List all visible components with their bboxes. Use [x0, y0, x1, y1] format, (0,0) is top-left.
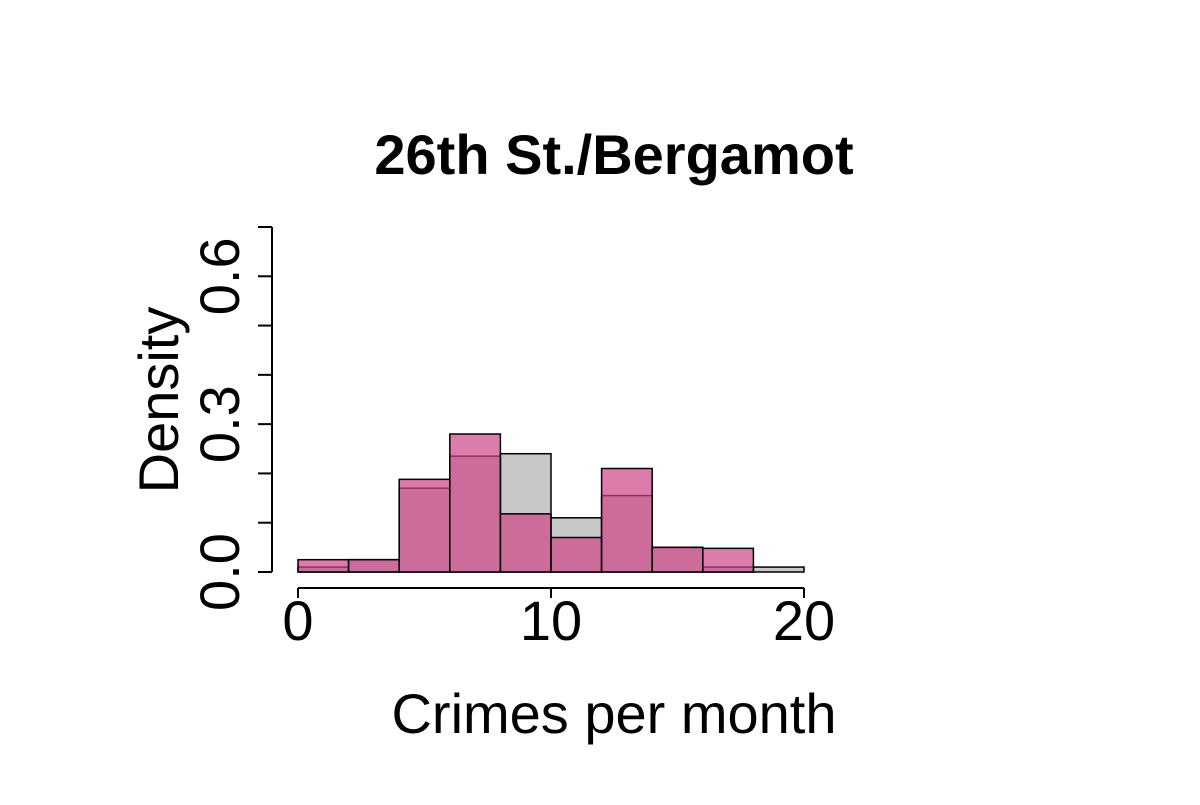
y-tick-label-0: 0.0 — [188, 533, 251, 611]
histogram-bar-series-1-bin-8 — [702, 547, 755, 573]
chart-title: 26th St./Bergamot — [374, 123, 853, 186]
histogram-bar-series-1-bin-3 — [449, 433, 502, 573]
y-tick-label-3: 0.3 — [188, 385, 251, 463]
x-tick-label-0: 0 — [282, 589, 313, 652]
histogram-bar-series-0-bin-9 — [752, 566, 805, 573]
y-tick-label-6: 0.6 — [188, 237, 251, 315]
x-tick-label-1: 10 — [520, 589, 582, 652]
histogram-bar-series-1-bin-4 — [499, 513, 552, 573]
y-axis-title: Density — [127, 307, 190, 494]
histogram-bar-series-1-bin-0 — [297, 558, 350, 573]
histogram-bar-series-1-bin-1 — [347, 558, 400, 573]
bars-layer — [297, 433, 805, 573]
histogram-bar-series-1-bin-2 — [398, 478, 451, 573]
histogram-bar-series-1-bin-7 — [651, 546, 704, 573]
x-tick-label-2: 20 — [773, 589, 835, 652]
histogram-bar-series-1-bin-6 — [600, 467, 653, 573]
x-axis-title: Crimes per month — [391, 682, 836, 745]
histogram-bar-series-1-bin-5 — [550, 536, 603, 573]
axes-layer: 0 10 20 0.0 0.3 0.6 — [188, 226, 835, 652]
series-1-bars — [297, 433, 755, 573]
